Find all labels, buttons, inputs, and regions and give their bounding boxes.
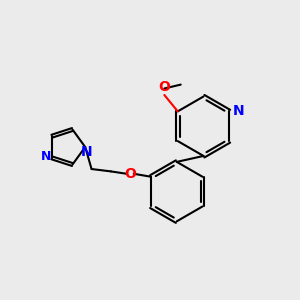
Text: O: O — [158, 80, 170, 94]
Text: N: N — [233, 104, 244, 118]
Text: N: N — [81, 146, 92, 159]
Text: N: N — [41, 150, 52, 163]
Text: O: O — [124, 167, 136, 181]
